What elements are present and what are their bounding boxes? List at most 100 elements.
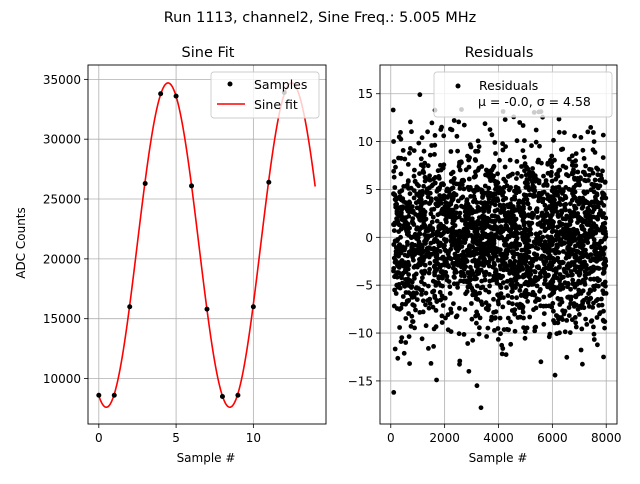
residual-point: [406, 334, 412, 339]
residual-point: [414, 297, 420, 302]
residual-point: [478, 250, 484, 256]
residual-point: [554, 331, 560, 337]
residual-point: [456, 246, 461, 252]
residual-point: [552, 157, 557, 163]
residual-point: [602, 180, 608, 185]
residual-point: [588, 218, 593, 224]
residual-point: [432, 279, 438, 285]
residual-point: [589, 234, 595, 240]
residual-point: [590, 147, 596, 153]
residual-point: [549, 304, 555, 310]
residual-point: [498, 224, 504, 230]
residual-point: [482, 183, 488, 189]
residual-point: [509, 295, 515, 300]
residual-point: [522, 293, 527, 299]
residual-point: [463, 167, 469, 173]
residual-point: [570, 277, 576, 283]
residual-point: [523, 259, 529, 264]
residual-point: [480, 193, 486, 199]
residual-point: [589, 269, 595, 274]
residual-point: [566, 305, 572, 310]
residual-point: [543, 265, 549, 271]
residual-point: [517, 242, 522, 248]
residual-point: [572, 252, 578, 258]
sine-fit-ticks: 0 5 10 10000 15000 20000 25000 30000 35000: [43, 73, 261, 445]
residual-point: [408, 323, 414, 329]
residual-point: [473, 226, 478, 232]
residual-point: [422, 212, 427, 218]
residual-point: [521, 197, 527, 202]
residual-point: [405, 162, 411, 167]
residual-point: [557, 167, 563, 173]
residual-point: [437, 289, 443, 295]
residual-point: [421, 271, 427, 276]
residual-point: [478, 285, 484, 291]
residual-point: [574, 282, 580, 287]
residual-point: [562, 130, 567, 136]
residual-point: [528, 267, 533, 273]
residual-point: [529, 263, 535, 269]
residual-point: [565, 173, 571, 179]
residual-point: [504, 242, 509, 247]
residual-point: [511, 254, 516, 260]
residual-point: [572, 133, 577, 139]
residual-point: [538, 287, 543, 292]
residual-point: [408, 146, 413, 151]
residual-point: [419, 279, 424, 285]
residual-point: [490, 225, 495, 231]
residual-point: [451, 176, 457, 181]
sample-point: [158, 91, 164, 97]
residual-point: [573, 243, 578, 249]
residual-point: [464, 258, 470, 264]
residual-point: [508, 319, 513, 325]
residual-point: [577, 312, 582, 317]
residual-point: [586, 173, 592, 178]
residual-point: [440, 242, 446, 248]
residual-point: [508, 268, 513, 274]
residual-point: [462, 307, 468, 312]
residual-point: [566, 186, 572, 192]
residual-point: [445, 312, 451, 318]
residual-point: [411, 173, 417, 179]
residual-point: [448, 246, 454, 252]
residual-point: [547, 196, 553, 202]
residual-point: [533, 324, 539, 330]
residual-point: [460, 253, 466, 259]
residual-point: [421, 221, 427, 227]
residual-point: [572, 205, 578, 211]
residual-point: [484, 334, 489, 339]
residual-point: [424, 190, 429, 196]
residual-point: [555, 320, 561, 326]
residual-point: [456, 262, 462, 267]
residual-point: [600, 168, 605, 174]
residual-point: [522, 335, 528, 341]
residual-point: [399, 335, 405, 340]
residual-point: [511, 251, 517, 256]
residual-point: [468, 144, 474, 150]
residual-point: [501, 327, 507, 332]
residual-outlier-point: [390, 107, 396, 113]
residual-point: [502, 164, 508, 170]
residual-point: [549, 188, 555, 194]
residual-point: [541, 321, 547, 327]
residual-point: [450, 185, 456, 191]
residual-point: [443, 216, 449, 222]
residual-point: [541, 254, 547, 259]
residual-point: [459, 182, 465, 188]
residual-point: [541, 294, 547, 300]
residual-point: [522, 161, 528, 167]
residual-point: [451, 281, 457, 287]
residual-point: [454, 257, 460, 262]
residual-point: [547, 237, 553, 243]
residual-point: [531, 251, 537, 257]
residual-point: [482, 204, 488, 210]
residual-point: [398, 171, 404, 177]
residual-point: [565, 244, 571, 250]
residual-point: [534, 283, 540, 289]
residual-point: [502, 261, 508, 266]
residual-point: [556, 250, 562, 255]
residual-point: [496, 216, 501, 222]
residual-point: [546, 334, 552, 340]
residual-point: [598, 245, 603, 251]
residual-point: [461, 186, 467, 192]
